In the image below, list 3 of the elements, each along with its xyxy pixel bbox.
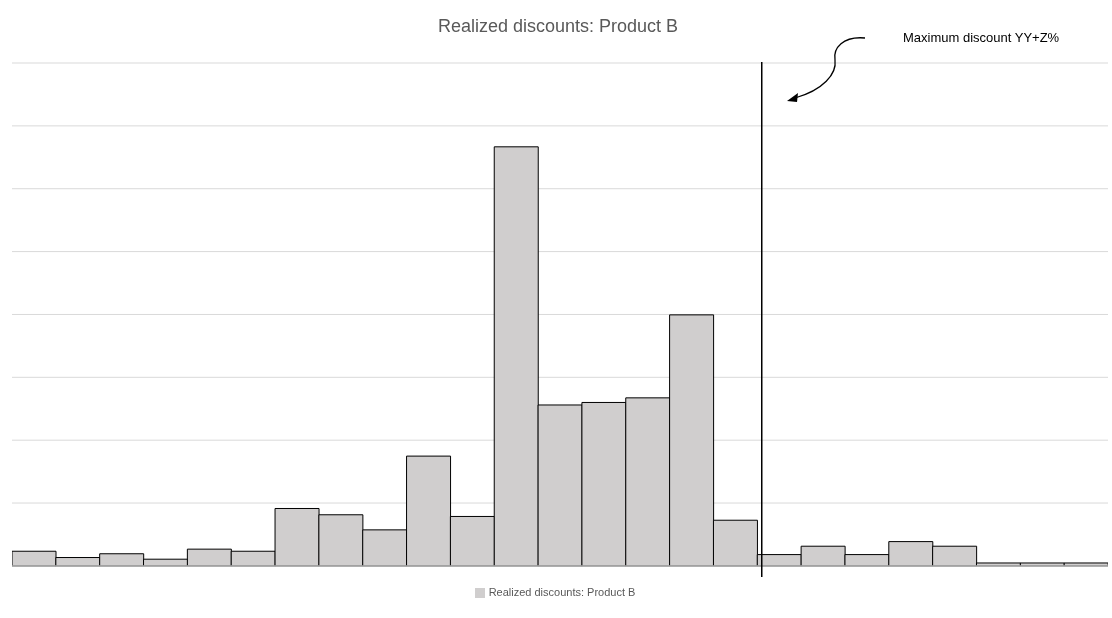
legend-label: Realized discounts: Product B xyxy=(488,585,636,598)
text: Maximum discount YY+Z% xyxy=(903,30,1060,45)
chart-title: Realized discounts: Product B xyxy=(437,16,679,36)
